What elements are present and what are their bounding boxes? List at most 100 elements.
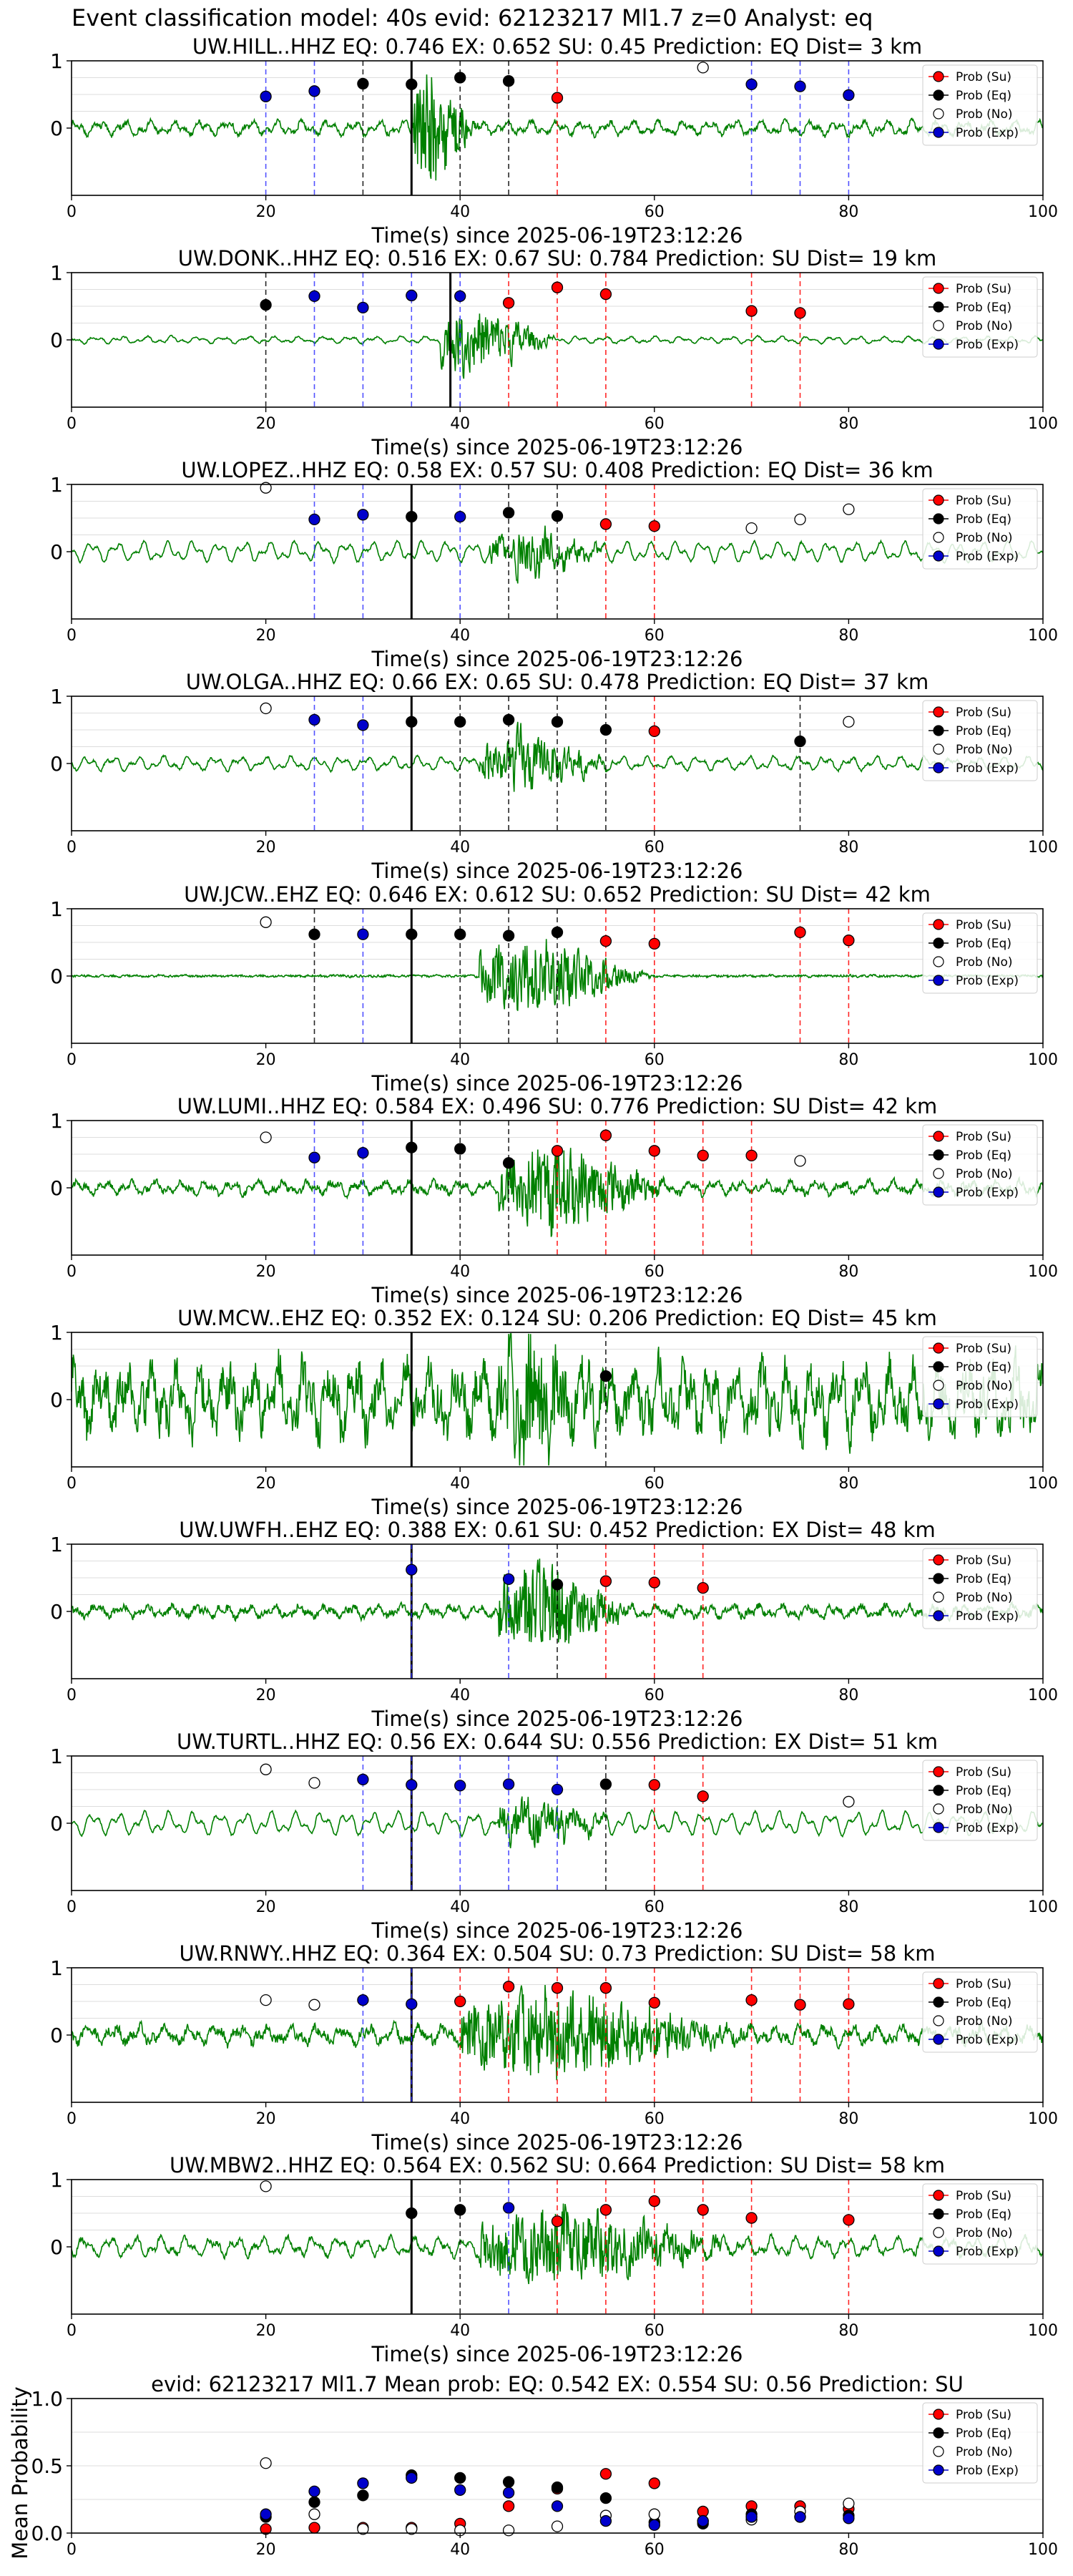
marker-probexp	[406, 1563, 418, 1576]
marker-probexp	[406, 1779, 418, 1791]
marker-probno	[308, 2508, 320, 2520]
panel-12: evid: 62123217 Ml1.7 Mean prob: EQ: 0.54…	[8, 2372, 1058, 2560]
legend: Prob (Su) Prob (Eq) Prob (No) Prob (Exp)	[922, 2183, 1038, 2265]
x-tick-label: 60	[645, 2110, 665, 2128]
y-tick-label: 1	[50, 1956, 63, 1980]
marker-probsu	[745, 2212, 758, 2224]
marker-probsu	[648, 1996, 660, 2009]
legend-marker	[933, 301, 944, 313]
marker-probexp	[260, 90, 272, 102]
legend-label: Prob (Su)	[956, 706, 1011, 720]
marker-probeq	[794, 735, 806, 748]
legend: Prob (Su) Prob (Eq) Prob (No) Prob (Exp)	[922, 488, 1038, 570]
legend: Prob (Su) Prob (Eq) Prob (No) Prob (Exp)	[922, 1336, 1038, 1418]
legend-marker	[933, 1186, 944, 1198]
legend-marker	[933, 89, 944, 101]
x-tick-label: 80	[838, 1687, 858, 1704]
marker-probsu	[843, 2214, 855, 2226]
x-axis-label: Time(s) since 2025-06-19T23:12:26	[371, 859, 743, 883]
x-tick-label: 40	[450, 2110, 470, 2128]
marker-probexp	[308, 513, 320, 526]
legend-marker	[933, 1610, 944, 1621]
marker-probno	[843, 1795, 855, 1808]
x-tick-label: 20	[256, 1051, 276, 1069]
legend-marker	[933, 725, 944, 736]
legend-label: Prob (No)	[956, 2014, 1013, 2029]
legend-marker	[933, 338, 944, 350]
marker-probsu	[843, 1998, 855, 2010]
legend-label: Prob (Exp)	[956, 1821, 1019, 1835]
marker-probexp	[843, 2512, 855, 2524]
x-tick-label: 80	[838, 1051, 858, 1069]
marker-probeq	[308, 928, 320, 940]
x-axis-label: Time(s) since 2025-06-19T23:12:26	[371, 1071, 743, 1096]
marker-probno	[843, 716, 855, 728]
legend-label: Prob (Eq)	[956, 2207, 1011, 2222]
panel-title: UW.MCW..EHZ EQ: 0.352 EX: 0.124 SU: 0.20…	[177, 1306, 937, 1330]
marker-probeq	[502, 507, 515, 519]
x-tick-label: 60	[645, 839, 665, 857]
legend-label: Prob (Eq)	[956, 301, 1011, 315]
legend-box	[922, 488, 1038, 570]
x-tick-label: 40	[450, 839, 470, 857]
x-tick-label: 60	[645, 1051, 665, 1069]
marker-probeq	[454, 72, 466, 84]
x-tick-label: 40	[450, 1263, 470, 1281]
legend: Prob (Su) Prob (Eq) Prob (No) Prob (Exp)	[922, 1760, 1038, 1841]
marker-probexp	[454, 1780, 466, 1792]
legend-marker	[933, 975, 944, 986]
legend-label: Prob (Su)	[956, 918, 1011, 932]
marker-probsu	[745, 305, 758, 317]
marker-probno	[406, 2523, 418, 2535]
legend-label: Prob (Eq)	[956, 89, 1011, 103]
legend-label: Prob (Su)	[956, 2408, 1011, 2422]
y-tick-label: 0	[50, 540, 63, 564]
panel-title: UW.RNWY..HHZ EQ: 0.364 EX: 0.504 SU: 0.7…	[180, 1941, 936, 1966]
waveform-trace	[71, 525, 1044, 584]
legend-label: Prob (Eq)	[956, 1784, 1011, 1798]
marker-probexp	[406, 289, 418, 302]
y-tick-label: 0	[50, 2235, 63, 2259]
marker-probeq	[502, 2476, 515, 2488]
x-tick-label: 100	[1028, 839, 1058, 857]
legend-label: Prob (Exp)	[956, 2033, 1019, 2047]
marker-probsu	[454, 1995, 466, 2008]
x-tick-label: 0	[67, 839, 77, 857]
legend-marker	[933, 2190, 944, 2201]
x-tick-label: 80	[838, 415, 858, 433]
marker-probno	[794, 1155, 806, 1167]
legend-label: Prob (Eq)	[956, 1572, 1011, 1586]
marker-probno	[551, 2520, 564, 2532]
marker-probexp	[502, 2202, 515, 2214]
marker-probsu	[648, 937, 660, 950]
legend-marker	[933, 71, 944, 82]
marker-probeq	[502, 930, 515, 942]
y-tick-label: 0	[50, 1812, 63, 1835]
legend: Prob (Su) Prob (Eq) Prob (No) Prob (Exp)	[922, 1971, 1038, 2053]
marker-probeq	[406, 510, 418, 523]
legend: Prob (Su) Prob (Eq) Prob (No) Prob (Exp)	[922, 1124, 1038, 1206]
legend-box	[922, 1124, 1038, 1206]
marker-probeq	[308, 2496, 320, 2508]
marker-probsu	[551, 281, 564, 293]
legend-label: Prob (Exp)	[956, 1609, 1019, 1624]
panel-9: UW.TURTL..HHZ EQ: 0.56 EX: 0.644 SU: 0.5…	[50, 1729, 1058, 1943]
marker-probexp	[551, 1783, 564, 1796]
marker-probsu	[502, 297, 515, 309]
legend-label: Prob (No)	[956, 1591, 1013, 1605]
marker-probsu	[648, 1779, 660, 1791]
legend-label: Prob (Exp)	[956, 1397, 1019, 1412]
x-tick-label: 80	[838, 1898, 858, 1916]
marker-probsu	[502, 2500, 515, 2512]
x-tick-label: 0	[67, 2322, 77, 2340]
legend-label: Prob (No)	[956, 743, 1013, 757]
legend-label: Prob (Exp)	[956, 2245, 1019, 2259]
marker-probexp	[357, 1773, 369, 1786]
x-tick-label: 40	[450, 1475, 470, 1493]
x-tick-label: 20	[256, 203, 276, 221]
x-tick-label: 40	[450, 2322, 470, 2340]
marker-probsu	[745, 1994, 758, 2006]
marker-probeq	[454, 928, 466, 940]
waveform-trace	[71, 1333, 1044, 1466]
